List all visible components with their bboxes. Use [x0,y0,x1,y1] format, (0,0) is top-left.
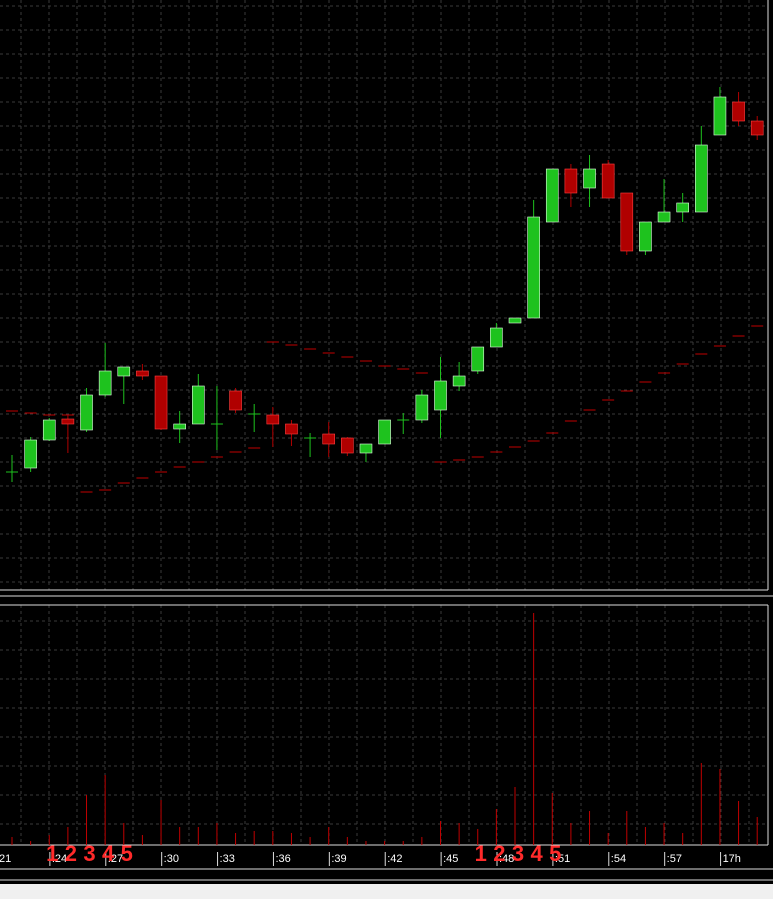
annotation: 1 [46,841,58,866]
x-tick-label: :36 [275,853,290,865]
x-tick-label: :27 [108,853,123,865]
candle-body [508,317,522,324]
candle-body [415,394,429,421]
candle-body [98,370,112,396]
candle-body [285,423,298,435]
candle-body [471,346,485,372]
candle-body [695,144,708,213]
candle-body [42,419,56,441]
candle-body [545,168,559,223]
candle-body [378,419,391,445]
candle-body [564,168,578,194]
candle-body [732,101,745,122]
candle-body [322,433,336,445]
candle-body [266,414,280,425]
candle-body [750,120,764,136]
candle-body [676,202,689,213]
x-tick-label: :51 [555,853,570,865]
annotation: 3 [83,841,95,866]
annotation: 2 [493,841,505,866]
candle-body [527,216,540,319]
annotation: 3 [512,841,524,866]
marks: :21 :24 :27 :30 :33 :36 :39 :42 :45 :48 :51 :54 :57 1… [0,87,764,866]
candle-body [173,423,186,430]
candle-body [434,380,447,411]
x-tick-label: :33 [220,853,235,865]
candle-body [657,211,671,223]
candle-body [136,370,149,377]
annotation: 2 [65,841,77,866]
annotation: 5 [549,841,561,866]
candle-body [713,96,727,136]
annotation: 4 [102,841,115,866]
candle-body [452,375,466,387]
x-tick-label: :21 [0,853,11,865]
candle-body [639,221,652,252]
candle-body [61,418,75,425]
candle-body [583,168,596,189]
annotation: 1 [475,841,487,866]
x-tick-label: :57 [667,853,682,865]
candle-body [359,443,373,454]
status-strip [0,884,773,899]
candle-body [229,390,242,411]
candle-body [24,439,37,469]
candle-body [117,366,131,377]
x-tick-label: :42 [387,853,402,865]
x-tick-label: :48 [499,853,514,865]
annotation: 4 [531,841,544,866]
x-tick-label: :45 [443,853,458,865]
x-tick-label: :24 [52,853,67,865]
x-tick-label: 17h [723,853,741,865]
x-tick-label: :30 [164,853,179,865]
annotation: 5 [121,841,133,866]
candle-body [341,437,354,454]
candle-body [490,327,503,348]
candle-body [80,394,93,431]
x-tick-label: :39 [331,853,346,865]
candle-body [154,375,168,430]
candle-body [192,385,205,425]
x-tick-label: :54 [611,853,626,865]
candle-body [601,163,615,199]
candle-body [620,192,634,252]
